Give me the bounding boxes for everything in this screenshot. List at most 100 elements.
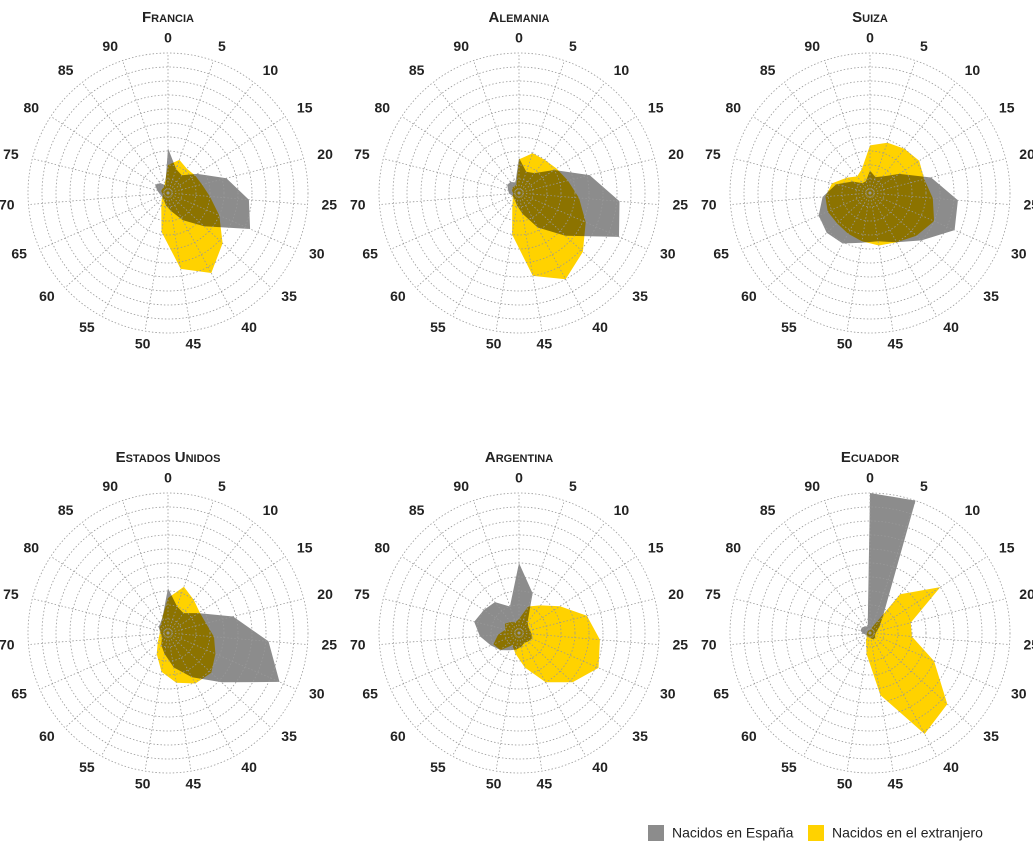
spoke [390,192,520,250]
spoke [122,500,169,634]
spoke [734,158,871,194]
category-label: 20 [317,146,333,162]
category-label: 30 [1011,246,1027,262]
category-label: 70 [350,196,366,212]
category-label: 40 [592,319,608,335]
category-label: 5 [920,38,928,54]
spoke [518,556,637,634]
spoke [64,192,169,289]
category-label: 45 [537,776,553,792]
grid-ring [771,534,969,732]
grid-ring [125,150,211,236]
radar-plot: 0 5 10 15 20 25 30 35 40 45 50 55 60 65 70 75 80 85 90 Fran… [0,9,337,352]
category-label: 10 [965,502,981,518]
spoke [167,192,308,205]
category-label: 45 [186,776,202,792]
category-label: 60 [390,728,406,744]
category-label: 45 [888,776,904,792]
grid-ring [139,604,197,662]
grid-ring [434,108,604,278]
category-label: 20 [668,146,684,162]
series-area [860,493,916,640]
grid-ring [490,164,548,222]
grid-ring [69,94,267,292]
spoke [869,192,974,289]
category-label: 0 [164,30,172,46]
grid-ring [125,590,211,676]
grid-ring [476,150,562,236]
category-label: 25 [321,196,337,212]
spoke [167,192,235,317]
grid-ring [729,492,1011,774]
grid-ring [743,66,997,320]
spoke [869,158,1006,194]
spoke [518,192,659,205]
category-label: 70 [350,636,366,652]
grid-ring [392,66,646,320]
legend-label: Nacidos en España [672,825,794,841]
spoke [518,60,565,194]
spoke [518,192,543,332]
category-label: 20 [1019,586,1033,602]
category-label: 40 [943,319,959,335]
category-label: 20 [1019,146,1033,162]
category-label: 50 [837,336,853,352]
spoke [869,192,1010,205]
grid-ring [855,618,885,648]
category-label: 90 [804,478,820,494]
category-label: 80 [725,99,741,115]
category-label: 75 [354,586,370,602]
category-label: 35 [983,288,999,304]
spoke [741,632,871,690]
category-label: 80 [23,539,39,555]
spoke [752,116,871,194]
chart-title: Francia [142,9,194,26]
grid-ring [841,164,899,222]
grid-ring [420,94,618,292]
category-label: 85 [760,502,776,518]
category-label: 55 [79,319,95,335]
spoke [495,632,520,772]
spoke [803,632,871,757]
spoke [734,598,871,634]
grid-ring [855,178,885,208]
spoke [730,192,871,205]
spoke [518,632,659,645]
grid-ring [420,534,618,732]
grid-ring [41,506,295,760]
spoke [518,598,655,634]
category-label: 10 [263,62,279,78]
grid-ring [490,604,548,662]
category-label: 65 [11,246,27,262]
category-label: 65 [713,246,729,262]
category-label: 10 [614,502,630,518]
series-group [155,148,251,273]
spoke [144,632,169,772]
category-label: 80 [374,99,390,115]
spoke [144,192,169,332]
spoke [846,632,871,772]
grid-ring [476,590,562,676]
grid-ring [392,506,646,760]
category-label: 10 [965,62,981,78]
category-label: 15 [297,99,313,115]
category-label: 90 [102,38,118,54]
legend-swatch [808,825,824,841]
category-label: 40 [592,759,608,775]
spoke [101,192,169,317]
spoke [401,556,520,634]
series-area [474,563,533,651]
category-label: 55 [781,759,797,775]
spoke [167,192,297,250]
spoke [518,632,623,729]
spoke [32,598,169,634]
spoke [383,598,520,634]
category-label: 85 [409,502,425,518]
spoke [824,500,871,634]
spoke [167,192,272,289]
spoke [167,598,304,634]
chart-title: Argentina [485,449,553,466]
spoke [766,632,871,729]
series-area [818,170,958,244]
spoke [101,632,169,757]
